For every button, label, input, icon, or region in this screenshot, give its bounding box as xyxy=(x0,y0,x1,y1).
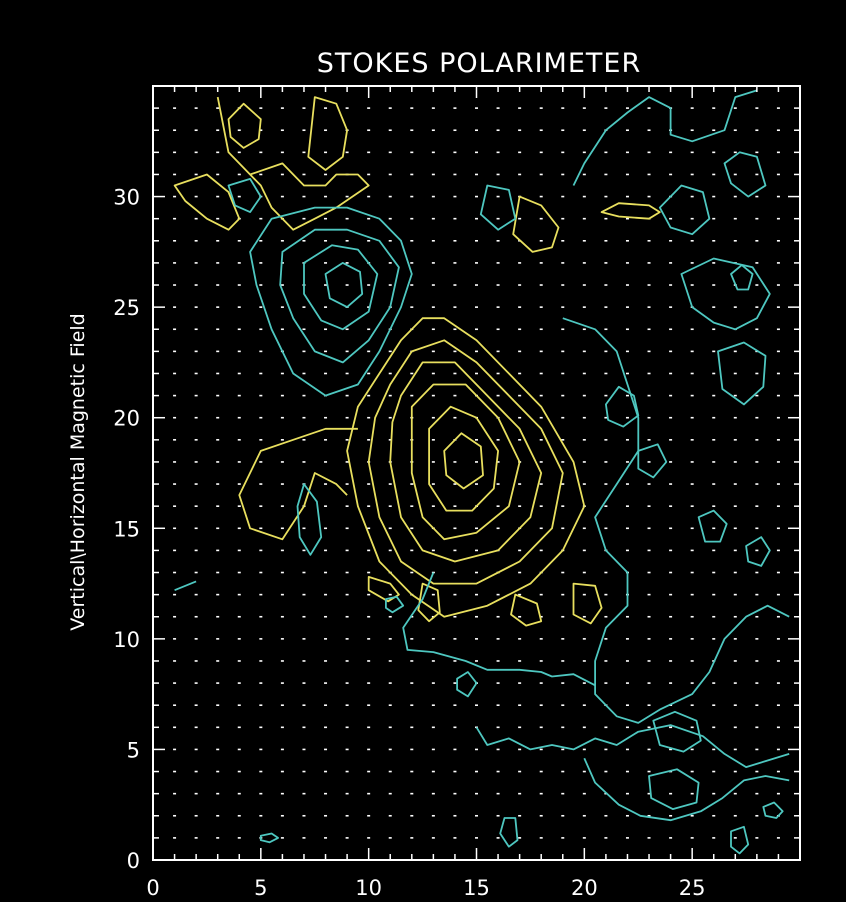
chart-title: STOKES POLARIMETER xyxy=(317,48,641,79)
negative-contour xyxy=(648,768,700,810)
negative-contour xyxy=(717,341,767,406)
x-tick-label: 10 xyxy=(355,876,382,900)
negative-contour xyxy=(296,483,323,556)
y-axis-label: Vertical\Horizontal Magnetic Field xyxy=(67,313,89,630)
positive-contour xyxy=(367,339,564,585)
x-tick-label: 20 xyxy=(571,876,598,900)
positive-contour xyxy=(238,427,358,541)
negative-contour xyxy=(303,244,379,331)
negative-contour xyxy=(479,184,517,231)
negative-contour xyxy=(658,184,711,236)
x-tick-labels: 0 5 10 15 20 25 xyxy=(146,876,705,900)
negative-contour xyxy=(652,710,702,753)
positive-contour xyxy=(600,202,661,220)
axis-ticks xyxy=(152,85,801,861)
negative-contour xyxy=(562,317,790,724)
y-tick-label: 15 xyxy=(113,517,140,541)
positive-contour xyxy=(346,317,586,618)
negative-contour xyxy=(730,264,754,291)
positive-contour xyxy=(216,96,370,231)
negative-contour xyxy=(174,580,197,592)
negative-contour xyxy=(456,671,478,698)
y-tick-label: 5 xyxy=(127,738,140,762)
x-tick-label: 0 xyxy=(146,876,159,900)
x-tick-label: 5 xyxy=(254,876,267,900)
positive-contour xyxy=(572,582,603,625)
positive-contour xyxy=(512,195,560,253)
positive-contour xyxy=(173,173,241,231)
y-tick-label: 30 xyxy=(113,186,140,210)
negative-contour xyxy=(605,385,640,428)
y-tick-label: 20 xyxy=(113,407,140,431)
negative-contour xyxy=(279,228,400,364)
contour-lines xyxy=(173,89,790,855)
positive-contour xyxy=(510,593,543,627)
negative-contour xyxy=(227,178,262,213)
positive-contour xyxy=(428,405,499,512)
negative-contour xyxy=(762,801,784,819)
y-tick-label: 0 xyxy=(127,849,140,873)
negative-contour xyxy=(499,817,519,848)
x-tick-label: 25 xyxy=(679,876,706,900)
vector-grid xyxy=(173,107,780,839)
negative-contour xyxy=(583,757,790,822)
negative-contour xyxy=(730,825,750,855)
negative-contour xyxy=(324,262,364,308)
positive-contour xyxy=(410,383,521,541)
negative-contour xyxy=(697,509,728,543)
x-tick-label: 15 xyxy=(463,876,490,900)
negative-contour xyxy=(475,724,790,768)
y-tick-label: 25 xyxy=(113,296,140,320)
negative-contour xyxy=(249,206,413,397)
negative-contour xyxy=(385,595,405,614)
negative-contour xyxy=(637,443,668,479)
negative-contour xyxy=(259,832,279,844)
negative-contour xyxy=(723,151,767,198)
negative-contour xyxy=(745,536,771,567)
positive-contour xyxy=(389,361,543,563)
negative-contour xyxy=(680,257,771,331)
y-tick-labels: 0 5 10 15 20 25 30 xyxy=(113,186,140,873)
y-tick-label: 10 xyxy=(113,628,140,652)
negative-contour xyxy=(572,89,758,186)
positive-contour xyxy=(227,102,262,149)
positive-contour xyxy=(443,432,484,490)
positive-contour xyxy=(307,96,348,171)
negative-contour xyxy=(402,572,596,687)
